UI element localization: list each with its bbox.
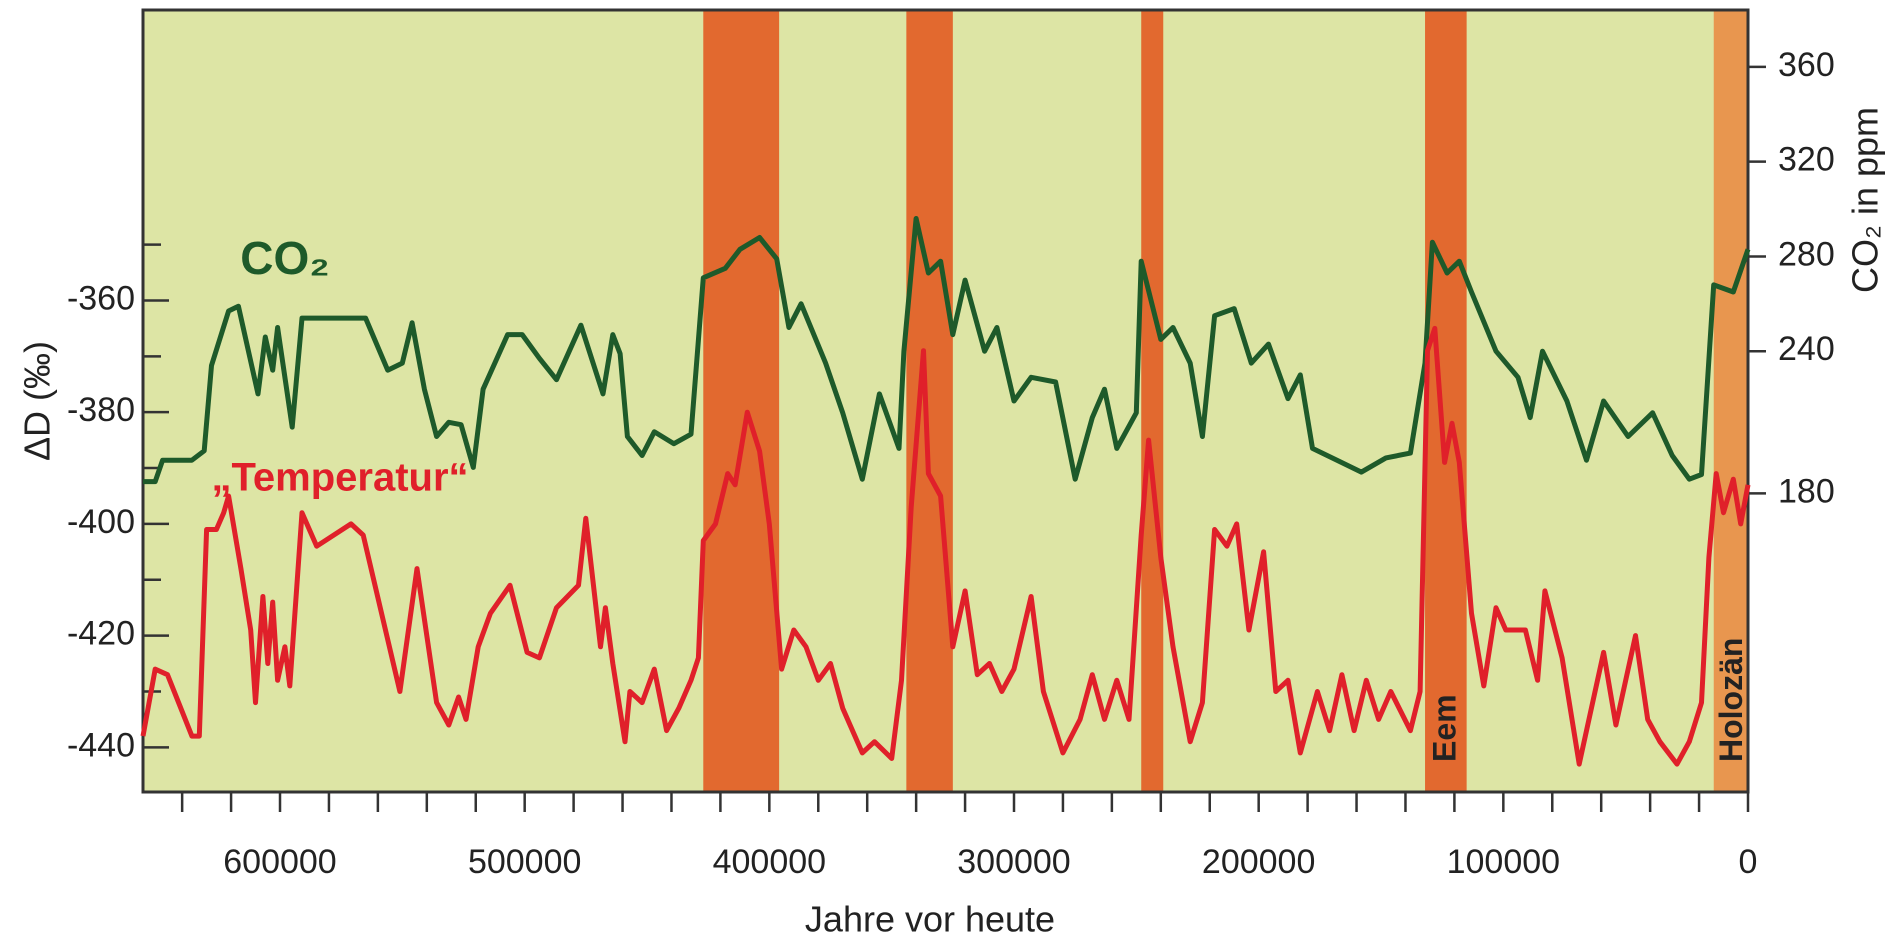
interglacial-band: [1141, 10, 1164, 792]
x-tick-label: 200000: [1202, 843, 1315, 881]
x-tick-label: 0: [1739, 843, 1758, 881]
y-axis-label: ΔD (‰): [17, 341, 58, 461]
y-tick-label: -400: [67, 503, 135, 541]
x-tick-label: 500000: [468, 843, 581, 881]
y2-tick-label: 180: [1778, 472, 1835, 510]
band-annotation: Holozän: [1713, 638, 1749, 762]
y2-tick-label: 280: [1778, 235, 1835, 273]
x-tick-label: 400000: [713, 843, 826, 881]
plot-frame: [141, 8, 1750, 794]
y-tick-label: -440: [67, 726, 135, 764]
y-tick-label: -420: [67, 615, 135, 653]
interglacial-band: [703, 10, 780, 792]
x-tick-label: 600000: [223, 843, 336, 881]
interglacial-band: [1425, 10, 1467, 792]
x-tick-label: 300000: [957, 843, 1070, 881]
y2-tick-label: 320: [1778, 141, 1835, 179]
series-label: „Temperatur“: [211, 456, 468, 500]
x-axis-label: Jahre vor heute: [805, 899, 1055, 940]
y-tick-label: -360: [67, 279, 135, 317]
y-tick-label: -380: [67, 391, 135, 429]
y2-axis-label: CO₂ in ppm: [1845, 107, 1886, 293]
series-label: CO₂: [240, 232, 329, 284]
interglacial-band: [906, 10, 953, 792]
series-line: [140, 325, 1751, 767]
band-annotation: Eem: [1427, 694, 1463, 762]
y2-tick-label: 360: [1778, 46, 1835, 84]
y2-tick-label: 240: [1778, 330, 1835, 368]
x-tick-label: 100000: [1447, 843, 1560, 881]
interglacial-band: [1713, 10, 1748, 792]
series-line: [143, 216, 1751, 485]
